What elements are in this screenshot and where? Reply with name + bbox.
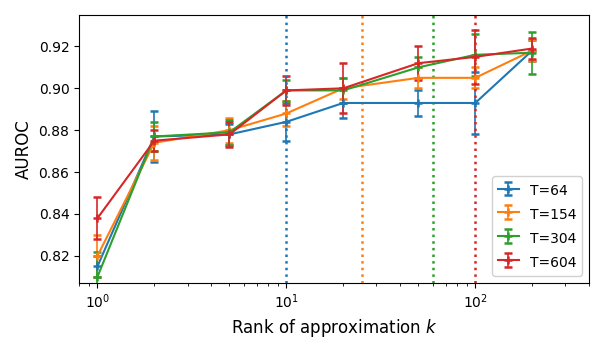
Y-axis label: AUROC: AUROC (15, 119, 33, 179)
Legend: T=64, T=154, T=304, T=604: T=64, T=154, T=304, T=604 (492, 176, 582, 276)
X-axis label: Rank of approximation $k$: Rank of approximation $k$ (231, 317, 437, 339)
